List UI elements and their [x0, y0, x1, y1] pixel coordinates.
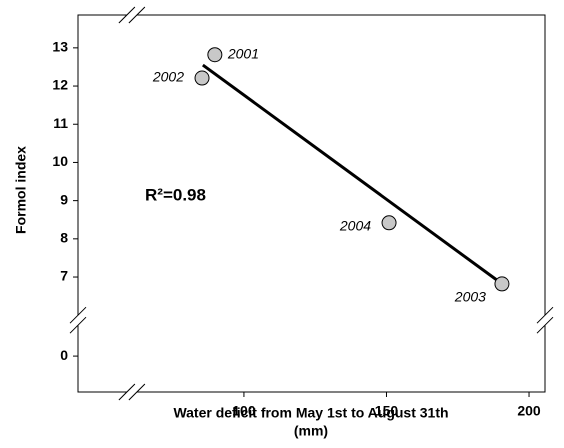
axis-break-gap [126, 389, 137, 395]
axis-break-mark [69, 306, 87, 324]
fit-line [201, 63, 502, 285]
axis-break-mark [118, 6, 136, 24]
axis-break-mark [536, 316, 554, 334]
plot-frame [77, 14, 546, 393]
y-tick-label: 11 [53, 115, 68, 131]
x-tick-label: 200 [517, 403, 541, 419]
y-axis-label: Formol index [13, 146, 29, 234]
y-tick-label: 8 [60, 230, 68, 246]
x-axis-label: (mm) [294, 423, 328, 439]
y-tick-label: 0 [60, 347, 68, 363]
point-label: 2004 [339, 217, 371, 233]
axis-break-mark [69, 316, 87, 334]
point-label: 2002 [152, 69, 184, 85]
y-tick-label: 13 [52, 39, 68, 55]
point-label: 2001 [227, 45, 259, 61]
x-axis-label: Water deficit from May 1st to August 31t… [173, 405, 448, 421]
axis-break-mark [118, 383, 136, 401]
data-point [207, 47, 223, 63]
axis-break-gap [75, 315, 81, 326]
y-tick-label: 12 [52, 77, 68, 93]
r-squared: R²=0.98 [145, 185, 206, 204]
data-point [194, 70, 210, 86]
axis-break-gap [542, 315, 548, 326]
x-tick-label: 100 [232, 403, 256, 419]
axis-break-mark [536, 306, 554, 324]
y-tick-label: 7 [60, 268, 68, 284]
point-label: 2003 [454, 289, 486, 305]
axis-break-mark [128, 6, 146, 24]
axis-break-mark [128, 383, 146, 401]
y-tick-label: 9 [60, 191, 68, 207]
data-point [494, 276, 510, 292]
x-tick-label: 150 [375, 403, 399, 419]
y-tick-label: 10 [52, 153, 68, 169]
axis-break-gap [126, 12, 137, 18]
data-point [381, 215, 397, 231]
